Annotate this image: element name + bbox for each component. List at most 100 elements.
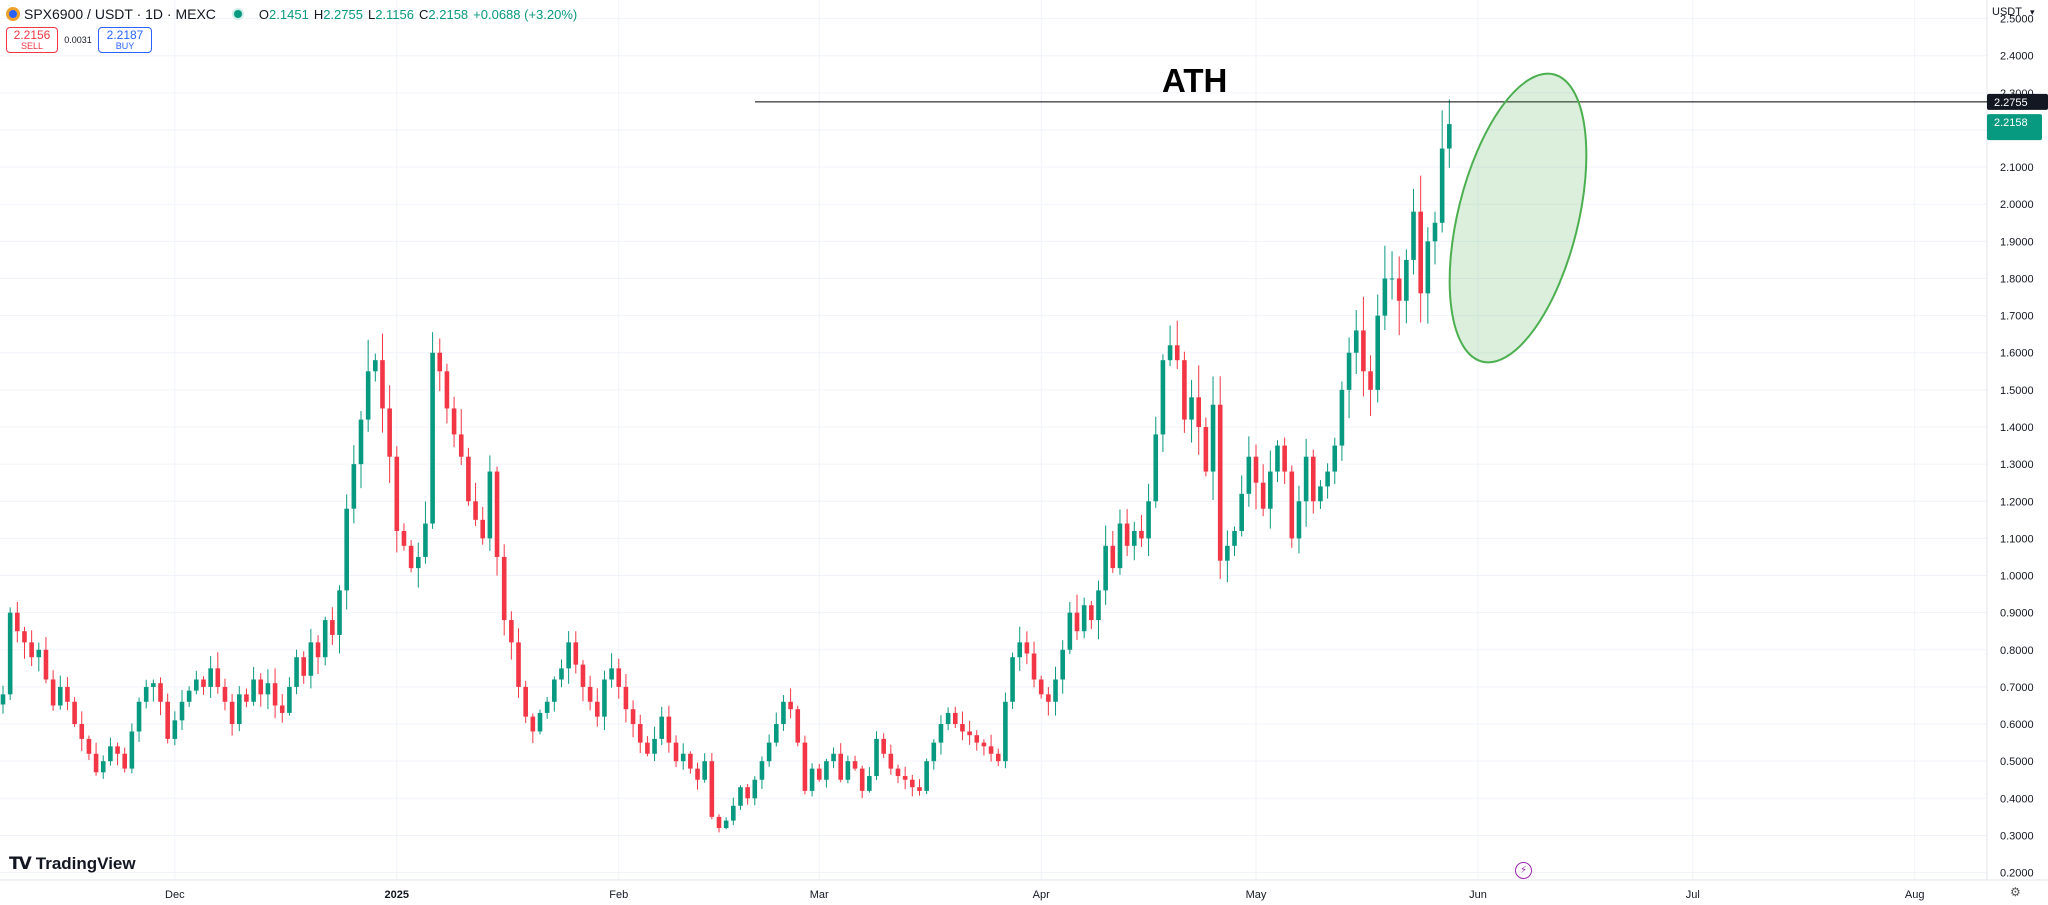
low-key: L [367,6,376,22]
candle-body [530,716,536,732]
candle-body [960,724,965,732]
candle-body [659,716,665,739]
candle-body [1217,404,1223,561]
candle-body [294,657,299,687]
x-tick-label: Dec [165,889,185,901]
market-status-icon[interactable] [233,10,242,18]
annotations[interactable] [755,60,1987,376]
candle-body [344,508,349,591]
x-tick-label: Jun [1469,889,1487,901]
candle-body [1361,330,1366,372]
buy-label: BUY [115,40,135,51]
x-tick-label: Apr [1033,889,1050,901]
candle-body [451,408,457,435]
candle-body [1404,259,1409,301]
candle-body [15,612,20,632]
candle-body [1275,445,1280,472]
candle-body [93,753,99,773]
candle-body [423,523,428,557]
candle-body [1382,278,1388,316]
candle-body [945,712,951,725]
candle-body [673,742,679,762]
price-axis[interactable]: 0.2000 0.3000 0.4000 0.5000 0.6000 0.7000 0.80… [2000,14,2034,880]
sell-price: 2.2156 [13,27,51,42]
candle-body [695,768,700,780]
buy-button[interactable]: 2.2187 BUY [98,27,152,53]
tradingview-logo-icon: TV [9,854,32,874]
y-tick-label: 1.5000 [2000,385,2034,397]
candle-body [308,642,314,676]
candle-body [523,686,528,717]
candle-body [358,419,364,465]
candle-body [86,738,92,754]
candle-body [408,545,414,569]
y-tick-label: 2.4000 [2000,51,2034,63]
y-tick-label: 0.3000 [2000,830,2034,842]
candle-body [1418,211,1423,294]
candle-body [1031,653,1037,680]
symbol-logo-icon[interactable] [6,7,20,21]
candle-body [394,456,400,531]
candle-body [1339,389,1345,446]
candle-body [652,738,657,754]
candle-body [129,731,135,769]
candle-body [1332,445,1338,472]
lightning-icon[interactable]: ⚡ [1515,862,1532,879]
candle-body [29,642,34,658]
ath-label[interactable]: ATH [1162,61,1228,99]
candle-body [108,746,113,762]
y-tick-label: 1.7000 [2000,311,2034,323]
candle-body [1153,434,1159,502]
candle-body [910,779,915,788]
candle-body [888,753,894,769]
tradingview-logo[interactable]: TV TradingView [9,854,136,874]
candle-body [1282,445,1287,472]
candle-body [1289,471,1295,539]
currency-label: USDT [1992,6,2022,18]
y-tick-label: 1.0000 [2000,571,2034,583]
currency-selector[interactable]: USDT ▾ [1992,6,2034,18]
time-axis[interactable]: Dec2025FebMarAprMayJunJulAugSepOct [165,889,2048,901]
candle-body [874,738,879,777]
candle-body [702,761,707,780]
candle-body [781,701,786,725]
candle-body [602,679,607,717]
candle-body [931,742,937,762]
candle-body [487,471,493,539]
candle-body [895,768,901,777]
candle-body [630,709,636,725]
sell-button[interactable]: 2.2156 SELL [6,27,58,53]
candle-body [244,694,249,702]
candles [0,99,1452,833]
candle-body [1046,694,1051,702]
candle-body [1182,360,1187,420]
candle-body [100,761,106,773]
candle-body [516,642,521,687]
candle-body [380,360,385,409]
candle-body [236,694,242,725]
candle-body [136,701,142,732]
candle-body [824,761,829,780]
price-badges: 2.2755 2.2158 [1987,93,2048,141]
candle-body [1210,404,1216,472]
symbol-title[interactable]: SPX6900 / USDT · 1D · MEXC [24,6,216,22]
candle-body [924,761,929,791]
last-price-text: 2.2158 [1994,117,2028,129]
candle-body [859,768,865,791]
candle-body [222,686,228,702]
buy-price: 2.2187 [106,27,144,42]
candle-body [580,664,586,687]
candle-body [988,746,994,754]
candle-body [36,649,42,658]
candle-body [1239,493,1244,531]
high-key: H [313,6,324,22]
highlight-ellipse[interactable] [1424,60,1612,376]
candle-body [315,642,321,658]
candle-body [208,668,213,687]
change-value: +0.0688 (+3.20%) [473,6,578,22]
settings-gear-icon[interactable]: ⚙ [2010,885,2021,899]
candle-body [852,761,858,769]
candle-body [1024,642,1030,654]
candle-body [165,701,170,739]
